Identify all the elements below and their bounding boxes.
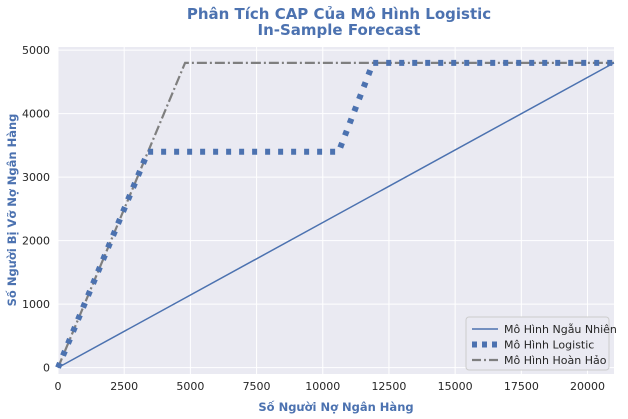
y-ticks: 0 1000 2000 3000 4000 5000: [22, 44, 50, 374]
x-ticks: 0 2500 5000 7500 10000 12500 15000 17500 20000: [55, 380, 606, 393]
series-random-line: [57, 62, 615, 369]
x-tick-label: 2500: [110, 380, 138, 393]
legend-label-random: Mô Hình Ngẫu Nhiên: [504, 323, 617, 336]
series-lines: [55, 59, 615, 369]
x-tick-label: 5000: [176, 380, 204, 393]
x-tick-label: 0: [55, 380, 62, 393]
y-tick-label: 5000: [22, 44, 50, 57]
y-tick-label: 2000: [22, 235, 50, 248]
legend-box: [465, 316, 610, 371]
x-tick-label: 10000: [305, 380, 340, 393]
legend-label-perfect: Mô Hình Hoàn Hảo: [504, 354, 607, 367]
x-tick-label: 15000: [438, 380, 473, 393]
y-tick-label: 4000: [22, 108, 50, 121]
x-tick-label: 7500: [243, 380, 271, 393]
series-perfect-line: [56, 61, 614, 369]
chart-subtitle: In-Sample Forecast: [258, 21, 421, 39]
x-axis-label: Số Người Nợ Ngân Hàng: [258, 400, 413, 414]
legend-label-logistic: Mô Hình Logistic: [504, 339, 594, 352]
x-tick-label: 17500: [504, 380, 539, 393]
x-tick-label: 20000: [570, 380, 605, 393]
chart-title: Phân Tích CAP Của Mô Hình Logistic: [187, 5, 491, 23]
x-tick-label: 12500: [371, 380, 406, 393]
y-tick-label: 3000: [22, 171, 50, 184]
y-tick-label: 0: [43, 362, 50, 375]
series-logistic-line: [55, 59, 614, 369]
y-tick-label: 1000: [22, 298, 50, 311]
y-axis-label: Số Người Bị Vỡ Nợ Ngân Hàng: [5, 114, 19, 307]
legend: Mô Hình Ngẫu Nhiên Mô Hình Logistic Mô H…: [465, 316, 617, 371]
